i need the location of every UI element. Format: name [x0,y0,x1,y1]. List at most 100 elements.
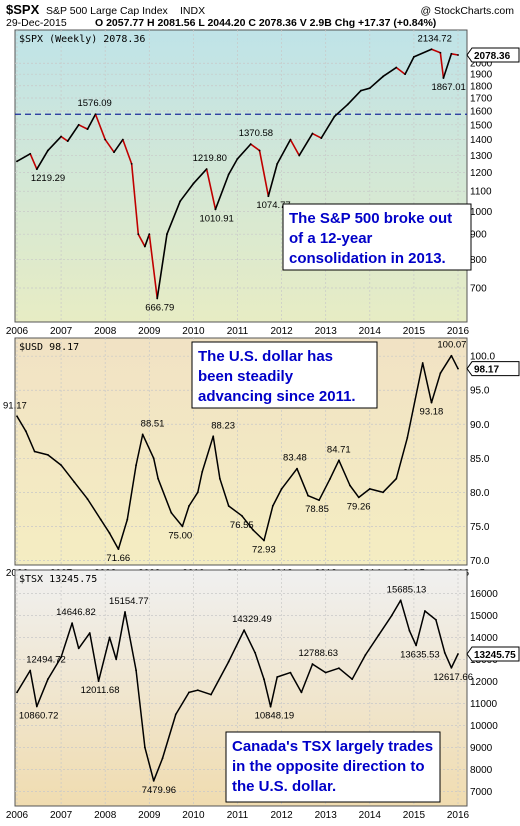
price-segment [430,48,442,54]
data-point [263,539,265,542]
y-tick-label: 1800 [470,81,493,92]
y-tick-label: 1500 [470,120,493,131]
data-point [241,514,243,517]
data-point [457,367,459,370]
data-point [338,459,340,462]
price-segment [276,138,292,165]
price-segment [113,138,124,153]
data-point [97,680,100,683]
data-point [390,614,393,617]
data-point [137,233,140,236]
price-annotation: 79.26 [347,501,371,512]
data-point [218,477,221,480]
y-tick-label: 95.0 [470,386,490,397]
header-stats: O 2057.77 H 2081.56 L 2044.20 C 2078.36 … [95,17,436,29]
data-point [395,477,398,480]
data-point [77,647,80,650]
price-segment [360,87,371,92]
data-point [324,671,327,674]
price-line [16,354,459,550]
last-value-label: 98.17 [474,365,499,376]
price-annotation: 2134.72 [418,33,452,44]
data-point [457,653,459,655]
price-annotation: 76.55 [230,520,254,531]
price-segment [130,163,140,236]
data-point [77,123,80,126]
note-text: been steadily [198,368,294,385]
price-annotation: 1219.29 [31,173,65,184]
x-tick-label: 2006 [6,326,29,337]
x-tick-label: 2012 [270,810,293,821]
price-segment [214,173,230,211]
data-point [152,457,155,460]
data-point [121,138,124,141]
data-point [73,481,76,484]
data-point [450,666,453,669]
data-point [435,618,437,621]
y-tick-label: 800 [470,255,487,266]
price-segment [47,135,62,152]
data-point [311,132,314,135]
data-point [115,658,118,661]
data-point [399,599,402,602]
data-point [143,746,146,749]
data-point [421,362,424,364]
x-tick-label: 2011 [227,326,249,337]
header-date: 29-Dec-2015 [6,17,67,29]
y-tick-label: 900 [470,230,487,241]
price-annotation: 10848.19 [255,711,295,722]
price-annotation: 100.07 [437,340,466,351]
last-value-box [466,646,520,662]
price-segment [450,52,459,56]
data-point [395,66,398,69]
data-point [404,73,406,76]
price-segment [258,149,270,198]
y-tick-label: 12000 [470,677,498,688]
price-segment [66,124,80,142]
header-copyright: @ StockCharts.com [420,5,514,17]
data-point [415,644,418,647]
data-point [254,651,257,654]
price-annotation: 12011.68 [81,685,120,696]
x-tick-label: 2015 [403,810,426,821]
price-segment [289,138,301,157]
y-tick-label: 8000 [470,765,493,776]
y-tick-label: 700 [470,284,487,295]
y-tick-label: 1300 [470,151,493,162]
price-segment [205,168,217,211]
x-tick-label: 2014 [359,810,382,821]
price-segment [179,182,195,202]
data-point [214,208,217,211]
header-name: S&P 500 Large Cap Index [46,5,169,17]
panel-2: 1600015000140001300012000110001000090008… [6,569,520,821]
price-segment [395,66,406,76]
price-segment [86,113,97,130]
price-segment [29,153,38,170]
data-point [152,779,155,782]
data-point [271,505,274,507]
y-tick-label: 70.0 [470,556,490,567]
price-annotation: 14646.82 [56,607,96,618]
price-annotation: 7479.96 [142,785,176,796]
data-point [104,138,107,141]
price-segment [137,233,146,248]
price-annotation: 72.93 [252,544,276,555]
price-annotation: 1370.58 [239,128,273,139]
data-point [450,354,453,357]
data-point [289,138,292,141]
data-point [377,634,380,637]
data-point [249,143,252,146]
data-point [318,499,320,502]
data-point [212,435,215,438]
last-value-label: 2078.36 [474,51,511,62]
data-point [364,654,367,656]
price-segment [148,233,159,300]
data-point [320,137,323,139]
data-point [99,518,102,521]
panel-1: 100.0 95.0 90.0 85.0 80.0 75.0 70.0 91.17 88.51 8… [3,337,520,579]
y-tick-label: 15000 [470,611,498,622]
data-point [296,467,298,470]
data-point [126,518,129,521]
x-tick-label: 2007 [50,810,73,821]
price-segment [60,135,69,142]
